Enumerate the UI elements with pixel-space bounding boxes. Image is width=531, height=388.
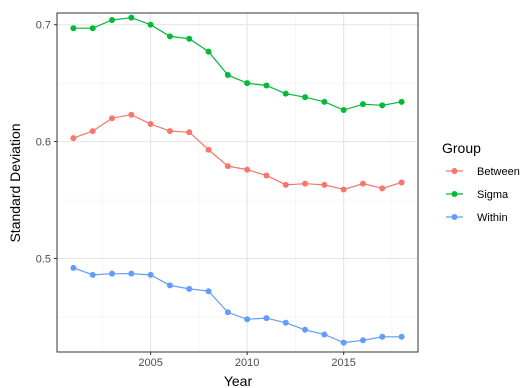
data-point-between xyxy=(224,163,231,170)
data-point-sigma xyxy=(166,33,173,40)
data-point-within xyxy=(128,270,135,277)
legend-label: Sigma xyxy=(477,189,509,201)
data-point-sigma xyxy=(89,25,96,32)
data-point-between xyxy=(302,180,309,187)
series-line-between xyxy=(73,114,402,191)
data-point-between xyxy=(263,172,270,179)
legend-item-between: Between xyxy=(446,166,520,178)
data-point-sigma xyxy=(128,14,135,21)
data-point-sigma xyxy=(205,48,212,55)
legend-label: Between xyxy=(477,166,520,178)
legend-key-point xyxy=(451,214,458,220)
data-point-within xyxy=(109,270,116,277)
data-point-sigma xyxy=(282,90,289,97)
legend-title: Group xyxy=(442,140,481,156)
data-point-within xyxy=(340,339,347,346)
series-between xyxy=(70,111,405,193)
data-point-within xyxy=(186,285,193,292)
legend-key-point xyxy=(451,191,458,197)
data-point-sigma xyxy=(302,94,309,101)
x-axis-title: Year xyxy=(224,373,253,388)
data-point-within xyxy=(70,264,77,271)
legend-key-point xyxy=(451,168,458,174)
data-point-within xyxy=(359,337,366,344)
x-tick-label: 2015 xyxy=(331,357,355,369)
legend-items: Between Sigma Within xyxy=(446,166,520,224)
data-point-between xyxy=(186,129,193,136)
data-point-between xyxy=(128,111,135,118)
data-point-within xyxy=(282,319,289,326)
data-point-between xyxy=(70,135,77,142)
data-point-between xyxy=(321,181,328,188)
series-lines xyxy=(70,14,405,346)
data-point-between xyxy=(89,128,96,135)
data-point-within xyxy=(244,316,251,323)
legend-item-within: Within xyxy=(446,212,508,224)
data-point-between xyxy=(379,185,386,192)
data-point-sigma xyxy=(379,102,386,109)
data-point-between xyxy=(147,121,154,128)
data-point-within xyxy=(166,282,173,289)
data-point-between xyxy=(398,179,405,186)
series-sigma xyxy=(70,14,405,114)
data-point-sigma xyxy=(244,80,251,87)
data-point-sigma xyxy=(186,35,193,42)
data-point-sigma xyxy=(321,98,328,105)
y-tick-label: 0.5 xyxy=(36,253,51,265)
data-point-between xyxy=(244,166,251,173)
x-tick-label: 2010 xyxy=(235,357,259,369)
y-axis-title: Standard Deviation xyxy=(7,123,23,242)
data-point-within xyxy=(379,333,386,340)
legend-item-sigma: Sigma xyxy=(446,189,509,201)
data-point-sigma xyxy=(147,21,154,28)
data-point-within xyxy=(398,333,405,340)
data-point-sigma xyxy=(70,25,77,32)
axis-ticks: 2005 2010 2015 0.5 0.6 0.7 xyxy=(36,20,356,369)
data-point-within xyxy=(302,326,309,333)
data-point-within xyxy=(224,309,231,316)
series-line-sigma xyxy=(73,17,402,111)
data-point-between xyxy=(359,180,366,187)
data-point-between xyxy=(340,186,347,193)
data-point-between xyxy=(166,128,173,135)
data-point-within xyxy=(321,331,328,338)
data-point-between xyxy=(205,146,212,153)
data-point-within xyxy=(89,271,96,278)
data-point-within xyxy=(147,271,154,278)
data-point-sigma xyxy=(398,98,405,105)
legend: Group Between Sigma Within xyxy=(442,140,520,224)
series-line-within xyxy=(73,267,402,344)
data-point-sigma xyxy=(340,107,347,114)
data-point-sigma xyxy=(263,82,270,89)
data-point-sigma xyxy=(359,101,366,108)
data-point-between xyxy=(282,181,289,188)
plot-panel-border xyxy=(56,12,419,353)
data-point-between xyxy=(109,115,116,122)
y-tick-label: 0.7 xyxy=(36,20,51,32)
grid-lines xyxy=(57,13,418,352)
x-tick-label: 2005 xyxy=(138,357,162,369)
data-point-sigma xyxy=(109,17,116,24)
data-point-within xyxy=(205,288,212,295)
y-tick-label: 0.6 xyxy=(36,137,51,149)
series-within xyxy=(70,264,405,346)
data-point-sigma xyxy=(224,71,231,78)
data-point-within xyxy=(263,315,270,322)
legend-label: Within xyxy=(477,212,508,224)
